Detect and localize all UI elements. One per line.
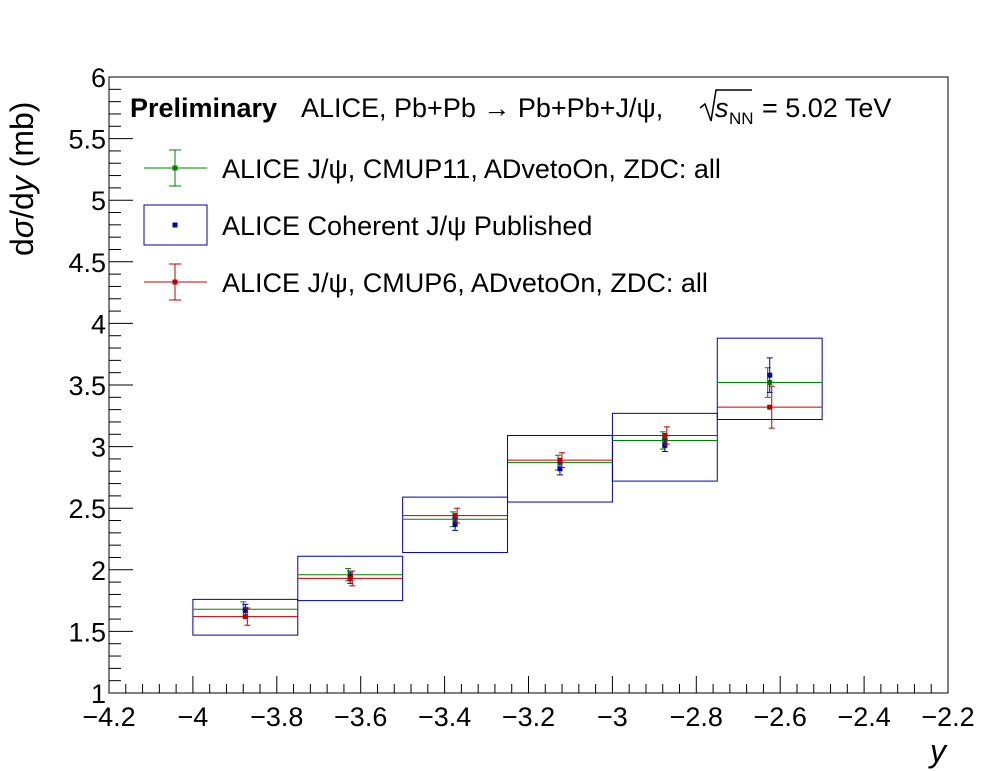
x-tick-label: −2.8: [670, 702, 723, 732]
x-tick-label: −4: [178, 702, 209, 732]
legend-label: ALICE J/ψ, CMUP6, ADvetoOn, ZDC: all: [222, 268, 708, 298]
y-tick-label: 5.5: [68, 125, 106, 155]
data-point: [347, 575, 353, 581]
data-point: [242, 607, 248, 613]
legend-point-marker: [172, 279, 178, 285]
data-point: [242, 614, 248, 620]
y-tick-label: 4.5: [68, 248, 106, 278]
y-tick-label: 3: [91, 433, 106, 463]
systematic-box: [402, 496, 509, 554]
data-point: [557, 457, 563, 463]
y-axis-ticks: [109, 76, 133, 694]
y-tick-label: 3.5: [68, 371, 106, 401]
data-point: [557, 466, 563, 472]
x-tick-label: −2.2: [921, 702, 974, 732]
x-axis-ticks: [108, 676, 949, 693]
legend-point-marker: [172, 222, 178, 228]
systematic-boxes: [192, 337, 823, 636]
x-axis-tick-labels: −4.2 −4 −3.8 −3.6 −3.4 −3.2 −3 −2.8 −2.6 −2.4 −2.2: [82, 702, 974, 732]
x-tick-label: −3.6: [334, 702, 387, 732]
data-point: [452, 513, 458, 519]
y-axis-label: dσ/dy (mb): [4, 102, 40, 256]
chart-header: Preliminary ALICE, Pb+Pb → Pb+Pb+J/ψ, s …: [130, 89, 891, 128]
y-tick-label: 4: [91, 309, 106, 339]
data-point: [767, 372, 773, 378]
x-tick-label: −3.4: [418, 702, 471, 732]
sqrt-s-subscript: NN: [729, 109, 754, 128]
collision-energy: = 5.02 TeV: [762, 93, 891, 123]
data-point: [767, 404, 773, 410]
sqrt-sign: [699, 89, 752, 122]
data-series: [192, 357, 823, 626]
y-tick-label: 2: [91, 556, 106, 586]
data-point: [662, 442, 668, 448]
y-tick-label: 2.5: [68, 494, 106, 524]
data-point: [452, 521, 458, 527]
x-tick-label: −3.8: [250, 702, 303, 732]
systematic-box: [716, 337, 823, 420]
x-tick-label: −2.4: [837, 702, 890, 732]
x-tick-label: −3: [597, 702, 628, 732]
legend-box-marker: [143, 204, 208, 246]
systematic-box: [192, 598, 299, 636]
systematic-box: [611, 412, 718, 482]
x-tick-label: −2.6: [754, 702, 807, 732]
x-axis-label: y: [928, 733, 948, 769]
y-tick-label: 6: [91, 63, 106, 93]
y-tick-label: 5: [91, 186, 106, 216]
chart-title: ALICE, Pb+Pb → Pb+Pb+J/ψ,: [301, 93, 663, 123]
x-tick-label: −4.2: [82, 702, 135, 732]
legend-label: ALICE Coherent J/ψ Published: [222, 211, 592, 241]
y-tick-label: 1.5: [68, 617, 106, 647]
series-3: [192, 385, 823, 626]
preliminary-label: Preliminary: [130, 93, 277, 123]
legend-label: ALICE J/ψ, CMUP11, ADvetoOn, ZDC: all: [222, 154, 721, 184]
x-tick-label: −3.2: [502, 702, 555, 732]
y-tick-label: 1: [91, 679, 106, 709]
sqrt-s-symbol: s: [715, 93, 729, 123]
legend: ALICE J/ψ, CMUP11, ADvetoOn, ZDC: all ALI…: [143, 149, 721, 301]
data-point: [662, 433, 668, 439]
legend-point-marker: [172, 165, 178, 171]
y-axis-tick-labels: 1 1.5 2 2.5 3 3.5 4 4.5 5 5.5 6: [68, 63, 106, 709]
